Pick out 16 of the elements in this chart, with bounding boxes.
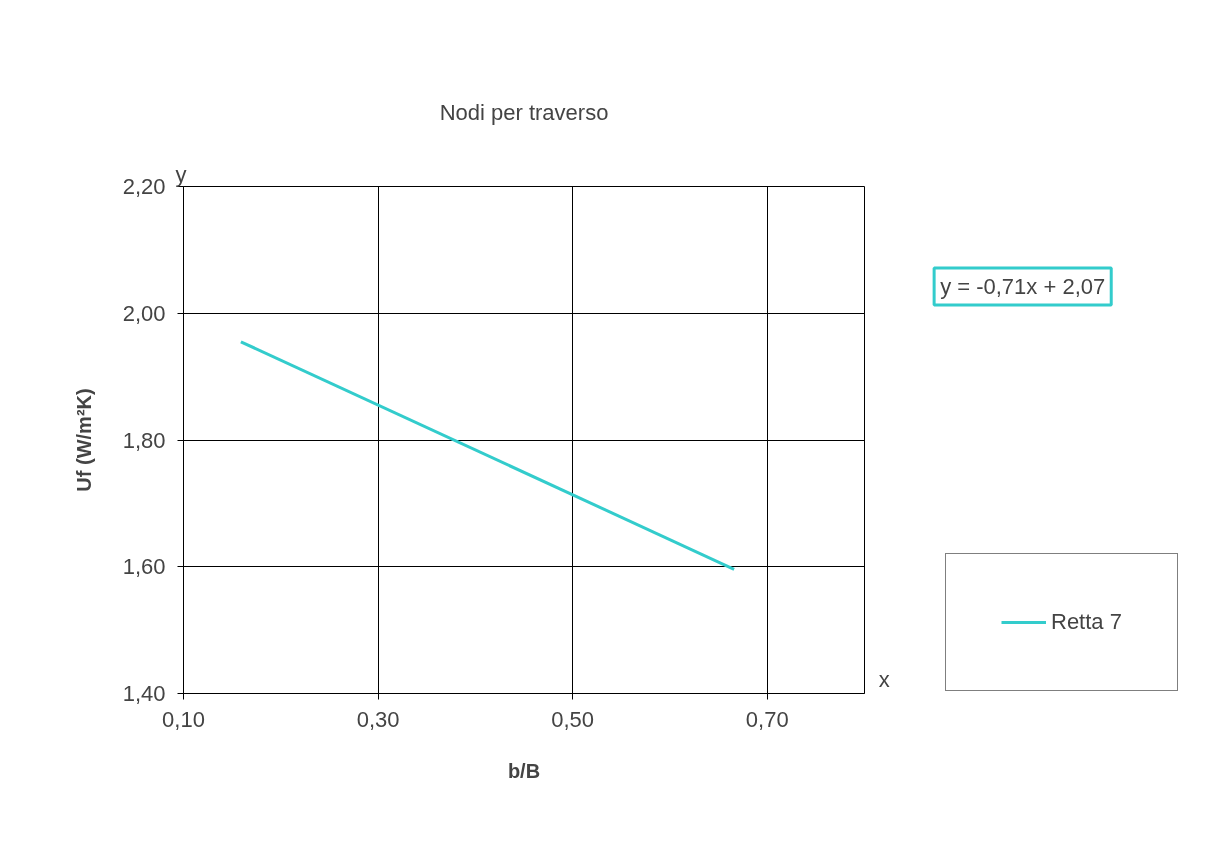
y-tick-label: 1,40 — [122, 681, 166, 706]
y-tick-label: 2,20 — [122, 174, 166, 199]
chart-title: Nodi per traverso — [439, 99, 609, 125]
y-tick-label: 2,00 — [122, 300, 166, 326]
x-axis-title: b/B — [507, 759, 541, 782]
x-tick-label: 0,50 — [551, 706, 595, 732]
text: y = -0,71x + 2,07 — [940, 274, 1106, 299]
legend-label: Retta 7 — [1051, 609, 1122, 635]
text: x — [878, 666, 890, 692]
x-tick-label: 0,10 — [162, 706, 205, 732]
x-tick-label: 0,30 — [356, 706, 400, 732]
x-tick-label: 0,70 — [745, 706, 789, 732]
y-tick-label: 1,80 — [122, 427, 166, 453]
y-tick-label: 1,60 — [122, 554, 166, 580]
text: y — [175, 161, 187, 187]
y-axis-title: Uf (W/m²K) — [72, 388, 95, 492]
